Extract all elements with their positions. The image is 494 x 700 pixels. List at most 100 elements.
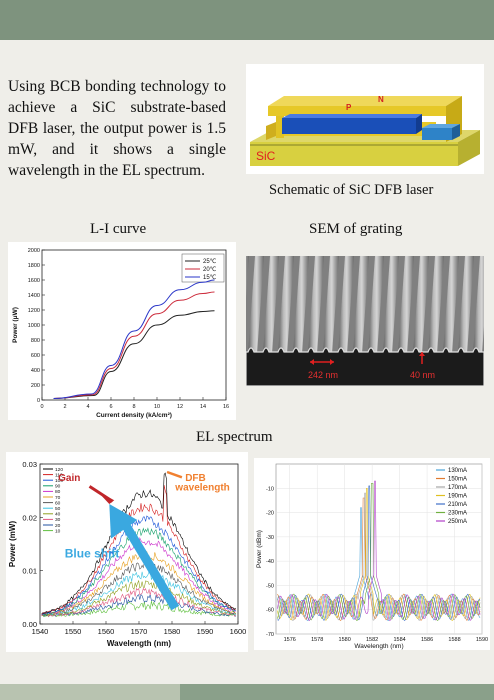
li-x-tick-label: 10 [154,404,160,410]
el-legend-label: 120 [55,467,63,473]
el-x-tick-label: 1570 [131,627,148,636]
el-y-tick-label: 0.01 [22,567,37,576]
li-x-tick-label: 12 [177,404,183,410]
li-y-tick-label: 1800 [28,263,40,269]
sem-ridge [383,256,399,354]
li-x-tick-label: 2 [63,404,66,410]
spectrum-legend-label: 210mA [448,502,467,508]
sem-ridge [278,256,294,354]
sem-caption: SEM of grating [309,221,403,237]
sem-ridge [353,256,369,354]
sem-ridge [323,256,339,354]
li-x-tick-label: 14 [200,404,206,410]
el-legend-label: 40 [55,512,61,518]
top-banner [0,0,494,40]
li-legend-label: 15℃ [203,274,217,281]
sem-ridge [458,256,474,354]
el-x-tick-label: 1590 [197,627,214,636]
dfb-arrow [166,470,183,479]
el-x-tick-label: 1580 [164,627,181,636]
sem-ridge [368,256,384,354]
el-legend-label: 110 [55,472,63,478]
spectrum-y-tick-label: -70 [266,632,274,638]
schematic-label-p: P [346,103,352,112]
spectrum-legend-label: 230mA [448,511,467,517]
dfb-label-line1: DFB [185,473,206,484]
sem-ridge [398,256,414,354]
schematic-figure: P N SiC [246,64,484,174]
el-series-line [41,579,236,617]
li-x-axis-label: Current density (kA/cm²) [96,412,172,419]
intro-paragraph: Using BCB bonding technology to achieve … [8,78,226,179]
blue-shift-arrow-head [109,504,138,539]
sem-ridge [246,256,249,298]
spectrum-series-line [277,483,481,621]
spectrum-x-tick-label: 1582 [366,637,378,643]
el-series-line [41,472,236,614]
el-legend-label: 50 [55,506,61,512]
li-y-axis-label: Power (μW) [12,307,19,343]
el-legend-label: 30 [55,517,61,523]
sem-label-period: 242 nm [308,370,338,380]
spectrum-legend: 130mA 150mA 170mA 190mA 210mA 230mA 250mA [436,468,467,525]
spectrum-y-tick-label: -40 [266,559,274,565]
li-legend-label: 20℃ [203,266,217,273]
li-x-tick-label: 6 [109,404,112,410]
sem-ridge [473,256,484,354]
spectrum-x-tick-label: 1576 [284,637,296,643]
spectrum-legend-label: 170mA [448,485,467,491]
li-x-tick-label: 16 [223,404,229,410]
bottom-banner [0,684,494,700]
sem-ridge [443,256,459,354]
el-legend-label: 100 [55,478,63,484]
li-caption: L-I curve [90,221,147,237]
spectrum-legend-label: 130mA [448,468,467,474]
spectrum-y-axis-label: Power (dBm) [256,530,263,568]
li-y-tick-label: 800 [31,338,40,344]
spectrum-y-tick-label: -10 [266,486,274,492]
el-series-line [41,570,236,617]
el-x-tick-label: 1540 [32,627,49,636]
el-y-tick-label: 0.02 [22,513,37,522]
spectrum-x-tick-label: 1578 [311,637,323,643]
li-y-tick-label: 200 [31,383,40,389]
spectrum-x-tick-label: 1590 [476,637,488,643]
sem-ridge [413,256,429,354]
el-y-axis-label: Power (mW) [8,521,17,568]
el-series-line [41,551,236,617]
spectrum-chart-svg: 1576 1578 1580 1582 1584 1586 1588 1590 -10 -20 -3… [256,463,488,650]
spectrum-y-tick-label: -50 [266,583,274,589]
li-y-tick-label: 400 [31,368,40,374]
el-series-line [41,485,236,615]
el-legend-label: 80 [55,489,61,495]
li-y-tick-label: 600 [31,353,40,359]
li-y-tick-label: 1600 [28,278,40,284]
schematic-label-sic: SiC [256,149,276,163]
sem-label-depth: 40 nm [410,370,435,380]
el-series-line [41,593,236,617]
sem-ridge [308,256,324,354]
schematic-drawing: P N SiC [250,95,480,166]
spectrum-legend-label: 150mA [448,477,467,483]
el-legend-label: 10 [55,528,61,534]
li-y-tick-label: 1400 [28,293,40,299]
el-y-tick-label: 0.03 [22,460,37,469]
sem-ridge [338,256,354,354]
spectrum-y-tick-label: -20 [266,511,274,517]
spectrum-x-axis-label: Wavelength (nm) [354,643,403,650]
el-x-tick-label: 1550 [65,627,82,636]
gain-arrow-shaft [88,485,114,503]
dfb-label-line2: wavelength [174,483,229,494]
spectrum-y-tick-label: -60 [266,608,274,614]
li-y-tick-label: 0 [37,398,40,404]
li-series-line [53,279,215,399]
el-legend-label: 70 [55,495,61,501]
blue-shift-label: Blue shift [65,546,120,560]
el-chart-svg: 1540 1550 1560 1570 1580 1590 1600 0.00 0.01 0.02… [8,460,246,648]
el-y-tick-label: 0.00 [22,620,37,629]
li-chart: 0 2 4 6 8 10 12 14 16 0 200 400 600 800 1000 1200 1400 16… [8,242,236,420]
spectrum-x-tick-label: 1586 [421,637,433,643]
schematic-label-n: N [378,95,384,104]
spectrum-legend-label: 190mA [448,494,467,500]
